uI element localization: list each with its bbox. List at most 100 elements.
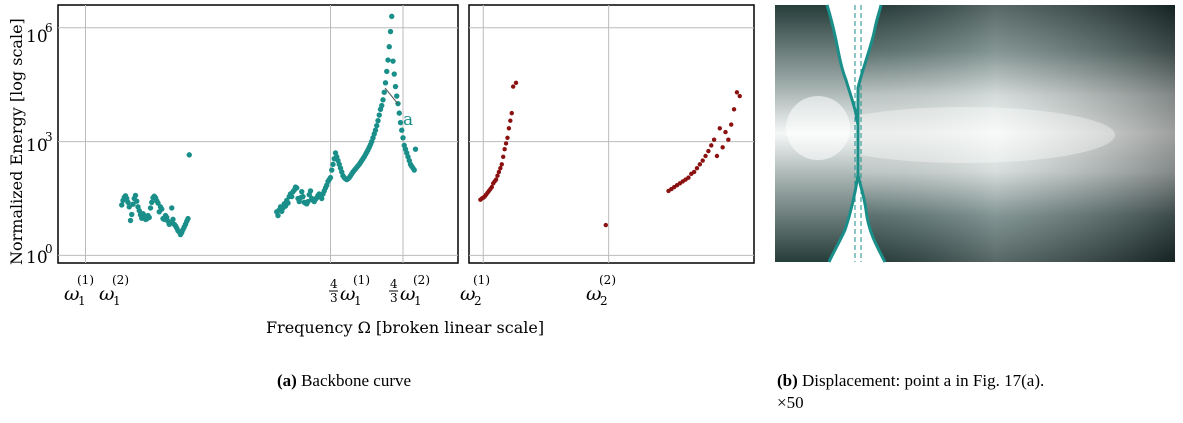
mid-point-2-12 xyxy=(700,158,705,163)
x-tick-omega1-2: ω 1 (2) xyxy=(99,273,129,308)
left-point-0-22 xyxy=(146,214,152,221)
svg-text:ω: ω xyxy=(400,283,416,305)
left-point-1-94 xyxy=(391,71,397,77)
left-point-1-12 xyxy=(289,193,295,200)
mid-point-0-13 xyxy=(496,169,502,175)
svg-text:10: 10 xyxy=(26,27,48,47)
svg-text:0: 0 xyxy=(45,242,53,256)
mid-point-2-25 xyxy=(737,93,742,99)
svg-text:3: 3 xyxy=(45,130,53,144)
left-point-1-101 xyxy=(400,135,406,141)
left-point-1-89 xyxy=(385,57,391,63)
left-point-0-24 xyxy=(149,199,155,205)
left-point-0-5 xyxy=(125,199,131,205)
mid-point-1-0 xyxy=(603,222,608,228)
y-axis-title: Normalized Energy [log scale] xyxy=(7,18,26,265)
left-point-1-79 xyxy=(372,127,379,133)
left-point-0-11 xyxy=(132,192,139,199)
svg-text:ω: ω xyxy=(340,283,356,305)
x-tick-43-omega1-1: 4 3 ω 1 (1) xyxy=(329,273,370,308)
left-point-1-25 xyxy=(305,198,311,205)
left-point-0-53 xyxy=(185,215,191,222)
middle-plot-frame xyxy=(468,4,755,264)
left-point-0-0 xyxy=(119,202,125,208)
left-point-1-110 xyxy=(411,167,417,173)
left-point-0-12 xyxy=(134,198,140,204)
left-point-1-27 xyxy=(307,188,314,194)
left-point-0-41 xyxy=(170,216,176,223)
x-tick-labels: ω 1 (1) ω 1 (2) 4 3 ω 1 (1) 4 3 ω 1 (2) … xyxy=(64,273,616,308)
mid-point-2-17 xyxy=(714,153,720,159)
left-point-1-81 xyxy=(375,118,381,124)
left-point-1-111 xyxy=(412,146,419,152)
mid-point-2-9 xyxy=(691,169,697,175)
svg-text:2: 2 xyxy=(600,294,608,308)
left-point-0-9 xyxy=(130,201,136,207)
svg-text:10: 10 xyxy=(26,248,48,268)
svg-text:(2): (2) xyxy=(112,273,129,287)
svg-text:(1): (1) xyxy=(353,273,370,287)
mid-point-0-18 xyxy=(503,141,509,146)
left-grid xyxy=(58,5,458,263)
mid-point-0-11 xyxy=(493,177,499,182)
x-tick-omega1-1: ω 1 (1) xyxy=(64,273,94,308)
svg-text:1: 1 xyxy=(354,294,362,308)
right-crack-face xyxy=(856,4,887,263)
left-point-1-84 xyxy=(379,102,385,109)
left-point-1-95 xyxy=(392,83,399,90)
left-point-0-7 xyxy=(127,217,134,224)
caption-b-text-line2: ×50 xyxy=(777,393,804,412)
left-point-1-20 xyxy=(299,188,305,195)
svg-text:ω: ω xyxy=(460,283,476,305)
left-point-1-44 xyxy=(329,167,335,173)
svg-text:ω: ω xyxy=(586,283,602,305)
left-point-1-85 xyxy=(380,97,386,103)
mid-point-0-14 xyxy=(498,165,503,171)
left-point-0-14 xyxy=(136,207,142,214)
annotation-a: a xyxy=(403,110,413,130)
displacement-image xyxy=(775,4,1175,263)
left-series xyxy=(119,13,419,238)
left-point-1-90 xyxy=(386,44,392,50)
mid-point-0-17 xyxy=(502,146,507,152)
left-point-1-86 xyxy=(381,89,387,95)
left-point-1-98 xyxy=(396,110,402,116)
left-point-1-16 xyxy=(294,185,300,191)
mid-point-2-13 xyxy=(703,153,708,159)
left-point-0-6 xyxy=(126,204,132,210)
caption-b-text-line1: Displacement: point a in Fig. 17(a). xyxy=(802,371,1045,390)
left-point-1-100 xyxy=(399,127,405,133)
mid-point-2-23 xyxy=(731,107,737,112)
svg-text:ω: ω xyxy=(99,283,115,305)
left-point-1-43 xyxy=(327,174,334,181)
left-point-1-92 xyxy=(389,13,395,20)
middle-series xyxy=(478,80,742,228)
caption-b: (b) Displacement: point a in Fig. 17(a).… xyxy=(777,370,1177,414)
mid-point-0-24 xyxy=(513,80,519,85)
svg-text:ω: ω xyxy=(64,283,80,305)
svg-text:3: 3 xyxy=(330,291,338,305)
left-point-0-29 xyxy=(155,200,161,206)
svg-text:2: 2 xyxy=(474,294,482,308)
left-point-1-36 xyxy=(319,195,325,202)
mid-point-2-16 xyxy=(711,137,717,142)
left-point-0-32 xyxy=(159,206,165,212)
svg-text:4: 4 xyxy=(330,277,338,291)
annotation-leader-line xyxy=(384,87,399,105)
left-point-1-1 xyxy=(275,212,281,219)
caption-a: (a) Backbone curve xyxy=(277,370,411,392)
mid-point-0-12 xyxy=(495,173,500,178)
left-plot-panel: a xyxy=(57,4,459,264)
mid-point-2-18 xyxy=(717,126,722,131)
y-tick-1e3: 103 xyxy=(26,130,53,156)
left-point-1-96 xyxy=(394,93,400,99)
left-point-1-21 xyxy=(300,193,306,200)
middle-plot-panel xyxy=(468,4,755,264)
left-point-0-8 xyxy=(129,211,135,218)
svg-text:10: 10 xyxy=(26,136,48,156)
svg-text:(2): (2) xyxy=(413,273,430,287)
left-plot-frame xyxy=(57,4,459,264)
left-point-1-88 xyxy=(384,68,390,75)
left-point-0-40 xyxy=(169,205,175,211)
